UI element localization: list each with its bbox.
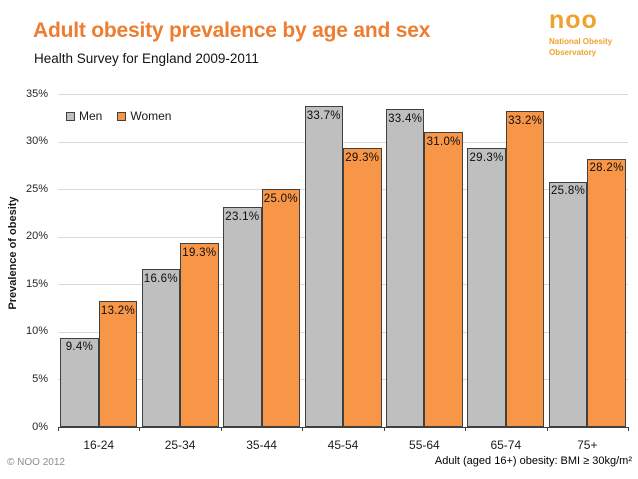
y-tick-label-20: 20% xyxy=(25,230,48,243)
y-tick-label-25: 25% xyxy=(25,182,48,195)
x-axis-label-25-34: 25-34 xyxy=(164,438,196,452)
y-tick-label-5: 5% xyxy=(32,372,48,385)
x-axis-label-55-64: 55-64 xyxy=(409,438,440,452)
bar-men-75+ xyxy=(548,181,588,427)
bar-label-women-65-74: 33.2% xyxy=(508,114,543,127)
x-axis-label-16-24: 16-24 xyxy=(83,438,115,452)
x-tick-mark-4 xyxy=(383,427,385,431)
bar-label-men-35-44: 23.1% xyxy=(225,210,260,223)
bar-label-men-55-64: 33.4% xyxy=(388,112,423,125)
bar-women-16-24 xyxy=(98,301,138,427)
chart-subtitle: Health Survey for England 2009-2011 xyxy=(34,51,259,66)
legend-swatch-women xyxy=(117,111,127,121)
x-tick-mark-3 xyxy=(302,427,304,431)
bar-women-65-74 xyxy=(505,111,545,427)
y-tick-label-35: 35% xyxy=(25,87,48,100)
legend: Men Women xyxy=(66,109,171,123)
bar-women-25-34 xyxy=(180,243,219,427)
bar-label-women-45-54: 29.3% xyxy=(345,151,380,164)
copyright-note: © NOO 2012 xyxy=(7,457,65,468)
noo-logo-name-line2: Observatory xyxy=(549,47,597,57)
legend-item-women: Women xyxy=(117,109,171,123)
y-tick-label-30: 30% xyxy=(25,135,48,148)
noo-logo-name-line1: National Obesity xyxy=(549,37,613,46)
bar-label-women-55-64: 31.0% xyxy=(426,135,461,148)
x-tick-mark-7 xyxy=(628,427,629,431)
bar-men-55-64 xyxy=(385,109,425,427)
bar-label-men-45-54: 33.7% xyxy=(306,109,341,122)
x-axis-label-45-54: 45-54 xyxy=(327,438,359,452)
bar-label-women-75+: 28.2% xyxy=(589,162,624,175)
x-tick-mark-6 xyxy=(546,427,548,431)
y-axis-title: Prevalence of obesity xyxy=(7,196,19,310)
bar-men-25-34 xyxy=(141,269,181,427)
bar-label-women-25-34: 19.3% xyxy=(182,246,217,259)
legend-label-women: Women xyxy=(130,109,172,123)
bar-label-men-25-34: 16.6% xyxy=(143,272,178,285)
bar-women-45-54 xyxy=(343,148,382,427)
plot-area: Men Women 9.4% 13.2% 16.6% 19.3% 23.1% 25.0% 33… xyxy=(58,94,629,431)
bar-women-35-44 xyxy=(261,189,301,427)
y-tick-label-15: 15% xyxy=(25,277,48,290)
noo-logo-acronym: noo xyxy=(549,6,598,34)
bar-men-45-54 xyxy=(304,106,343,427)
x-tick-mark-1 xyxy=(139,427,141,431)
gridline-35 xyxy=(58,94,628,95)
legend-item-men: Men xyxy=(66,109,102,123)
x-tick-mark-0 xyxy=(58,427,59,431)
bar-men-16-24 xyxy=(60,337,99,427)
bar-label-women-16-24: 13.2% xyxy=(100,304,135,317)
y-tick-label-0: 0% xyxy=(32,420,48,433)
x-axis-label-75+: 75+ xyxy=(577,438,598,452)
bar-women-55-64 xyxy=(424,132,463,427)
bar-men-65-74 xyxy=(467,148,506,427)
x-tick-mark-2 xyxy=(220,427,222,431)
bar-label-men-16-24: 9.4% xyxy=(65,341,94,354)
x-tick-mark-5 xyxy=(465,427,467,431)
bar-men-35-44 xyxy=(223,207,262,427)
x-axis-line xyxy=(58,427,628,428)
y-tick-label-10: 10% xyxy=(25,325,48,338)
legend-label-men: Men xyxy=(79,109,103,123)
gridline-30 xyxy=(58,141,628,143)
definition-note: Adult (aged 16+) obesity: BMI ≥ 30kg/m² xyxy=(434,455,632,467)
bar-label-women-35-44: 25.0% xyxy=(263,192,298,205)
bar-label-men-65-74: 29.3% xyxy=(469,151,504,164)
x-axis-label-65-74: 65-74 xyxy=(490,438,522,452)
legend-swatch-men xyxy=(66,111,75,121)
noo-logo: noo National Obesity Observatory xyxy=(549,8,635,59)
bar-women-75+ xyxy=(587,158,626,427)
chart-title: Adult obesity prevalence by age and sex xyxy=(33,19,431,42)
x-axis-label-35-44: 35-44 xyxy=(246,438,277,452)
bar-label-men-75+: 25.8% xyxy=(550,185,586,197)
